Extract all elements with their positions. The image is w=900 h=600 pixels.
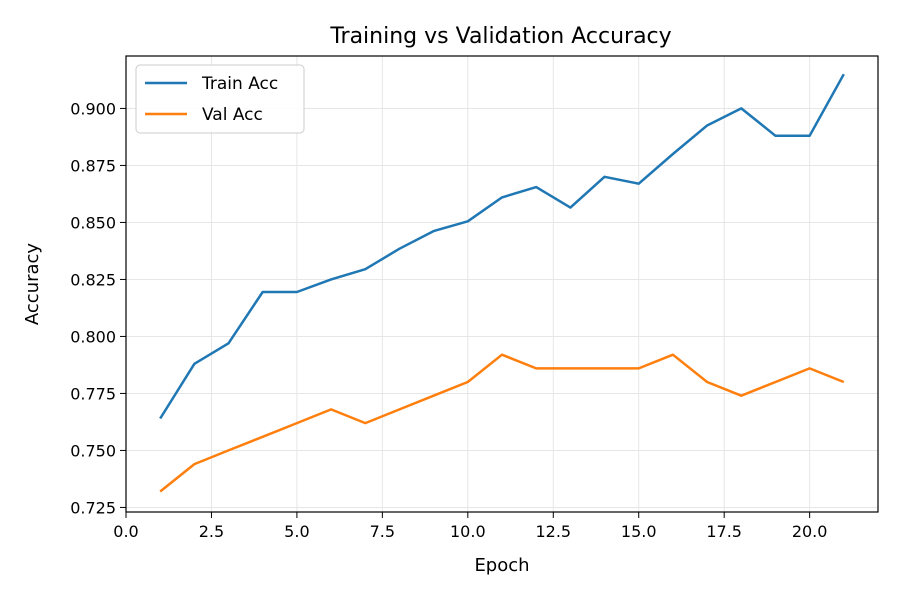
x-axis-ticks: 0.0 2.5 5.0 7.5 10.0 12.5 15.0 17.5 20.0	[113, 512, 827, 541]
y-tick-label: 0.725	[70, 498, 116, 517]
x-tick-label: 5.0	[284, 522, 309, 541]
x-tick-label: 7.5	[370, 522, 395, 541]
x-tick-label: 17.5	[706, 522, 742, 541]
grid	[125, 56, 878, 512]
x-tick-label: 20.0	[792, 522, 828, 541]
x-tick-label: 10.0	[450, 522, 486, 541]
x-axis-label: Epoch	[474, 555, 529, 576]
series-line-train-acc	[159, 73, 845, 420]
x-tick-label: 2.5	[199, 522, 224, 541]
legend-label-val-acc: Val Acc	[202, 105, 263, 125]
y-axis-ticks: 0.725 0.750 0.775 0.800 0.825 0.850 0.875 0.900	[70, 99, 126, 517]
y-tick-label: 0.900	[70, 99, 116, 118]
chart-title: Training vs Validation Accuracy	[329, 24, 671, 49]
y-tick-label: 0.750	[70, 441, 116, 460]
y-tick-label: 0.875	[70, 156, 116, 175]
x-tick-label: 15.0	[621, 522, 657, 541]
y-tick-label: 0.800	[70, 327, 116, 346]
legend-label-train-acc: Train Acc	[201, 74, 278, 94]
legend: Train Acc Val Acc	[135, 64, 305, 134]
series-lines	[159, 73, 845, 493]
series-line-val-acc	[159, 353, 845, 493]
x-tick-label: 12.5	[535, 522, 571, 541]
y-tick-label: 0.775	[70, 384, 116, 403]
y-axis-label: Accuracy	[22, 243, 43, 326]
y-tick-label: 0.825	[70, 270, 116, 289]
plot-frame	[125, 55, 879, 513]
y-tick-label: 0.850	[70, 213, 116, 232]
x-tick-label: 0.0	[113, 522, 138, 541]
